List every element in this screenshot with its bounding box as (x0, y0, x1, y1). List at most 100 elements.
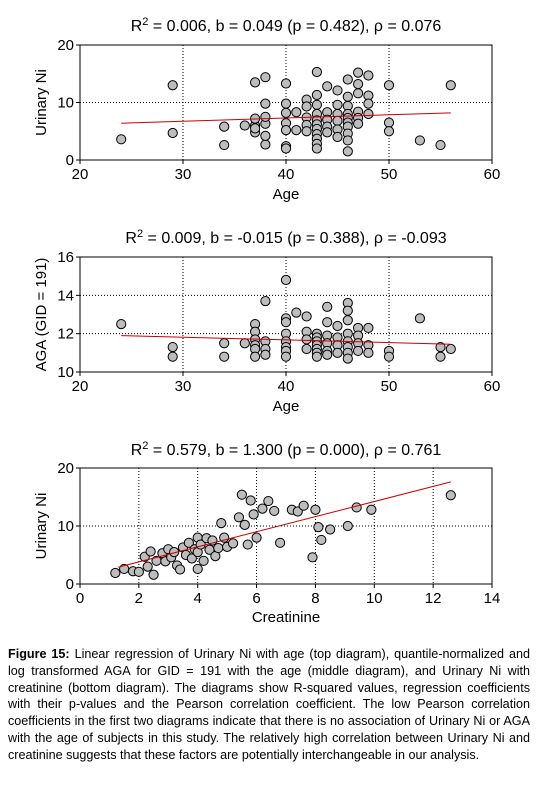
data-point (280, 98, 292, 109)
data-point (167, 80, 178, 91)
chart-title-prefix: R (125, 230, 137, 247)
data-point (383, 351, 395, 362)
data-point (301, 334, 312, 345)
data-point (280, 143, 292, 154)
data-point (342, 146, 353, 157)
data-point (183, 537, 194, 548)
chart-panel-3: R2 = 0.579, b = 1.300 (p = 0.000), ρ = 0… (33, 440, 500, 626)
data-point (414, 313, 425, 324)
data-point (233, 512, 245, 523)
chart-panel-1: R2 = 0.006, b = 0.049 (p = 0.482), ρ = 0… (33, 16, 500, 203)
data-point (332, 320, 343, 332)
data-point (198, 555, 209, 566)
figure: R2 = 0.006, b = 0.049 (p = 0.482), ρ = 0… (33, 16, 500, 626)
data-point (213, 542, 224, 554)
data-point (332, 131, 343, 143)
data-point (301, 311, 312, 322)
x-tick-label: 8 (311, 590, 319, 607)
data-point (363, 347, 374, 358)
data-point (260, 130, 271, 141)
data-point (322, 317, 333, 328)
data-point (301, 126, 312, 137)
data-point (242, 539, 253, 550)
x-tick-label: 60 (484, 378, 501, 395)
y-tick-label: 16 (57, 249, 74, 266)
data-point (322, 81, 333, 92)
x-tick-label: 10 (366, 590, 383, 607)
data-point (353, 67, 364, 78)
plot-frame (79, 467, 493, 585)
data-point (250, 123, 261, 134)
data-point (116, 318, 127, 330)
data-point (275, 537, 286, 548)
data-point (322, 349, 333, 360)
data-point (260, 72, 271, 83)
y-tick-label: 10 (57, 364, 74, 381)
data-point (110, 567, 121, 579)
x-tick-label: 50 (381, 166, 398, 183)
data-point (366, 504, 377, 515)
data-point (260, 111, 271, 122)
x-tick-label: 40 (278, 166, 295, 183)
x-tick-label: 40 (278, 378, 295, 395)
data-point (332, 85, 343, 96)
regression-line (121, 335, 451, 345)
data-point (291, 125, 302, 136)
x-tick-label: 50 (381, 378, 398, 395)
data-point (311, 351, 322, 362)
chart-title-sup: 2 (142, 440, 148, 452)
y-axis-label: Urinary Ni (33, 69, 50, 136)
data-point (219, 121, 230, 132)
y-tick-label: 0 (66, 152, 74, 169)
data-point (342, 520, 353, 532)
x-tick-label: 0 (76, 590, 84, 607)
data-point (363, 70, 374, 81)
data-point (250, 351, 261, 362)
y-tick-label: 12 (57, 326, 74, 343)
data-point (445, 343, 456, 355)
x-tick-label: 20 (72, 378, 89, 395)
x-tick-label: 6 (252, 590, 260, 607)
data-point (445, 80, 456, 91)
data-point (445, 490, 456, 501)
data-point (142, 561, 153, 572)
chart-panel-2: R2 = 0.009, b = -0.015 (p = 0.388), ρ = … (33, 228, 500, 415)
data-point (353, 118, 364, 129)
data-point (251, 532, 262, 543)
data-point (311, 143, 322, 154)
data-point (332, 99, 343, 110)
data-point (239, 120, 250, 131)
data-point (236, 489, 247, 500)
y-tick-label: 10 (57, 95, 74, 112)
data-point (342, 74, 353, 85)
caption-label: Figure 15: (8, 647, 70, 661)
data-point (239, 519, 250, 530)
data-point (342, 305, 353, 316)
data-point (414, 135, 425, 146)
data-point (280, 274, 292, 286)
data-point (351, 502, 362, 513)
data-point (216, 518, 227, 529)
data-point (133, 566, 144, 577)
data-point (353, 345, 364, 357)
data-point (269, 505, 280, 517)
data-point (167, 341, 178, 353)
data-point (363, 322, 374, 334)
data-point (301, 343, 312, 355)
x-tick-label: 20 (72, 166, 89, 183)
x-axis-label: Age (273, 186, 300, 203)
data-point (148, 569, 159, 580)
data-point (260, 295, 271, 307)
data-point (280, 317, 292, 328)
data-point (363, 98, 374, 109)
data-point (332, 115, 343, 127)
data-point (280, 125, 292, 136)
data-point (322, 127, 333, 138)
data-point (257, 503, 268, 514)
data-point (298, 500, 309, 511)
x-axis-label: Creatinine (252, 609, 320, 626)
data-point (316, 534, 327, 546)
y-tick-label: 10 (57, 518, 74, 535)
data-point (167, 127, 178, 139)
data-point (245, 495, 256, 506)
